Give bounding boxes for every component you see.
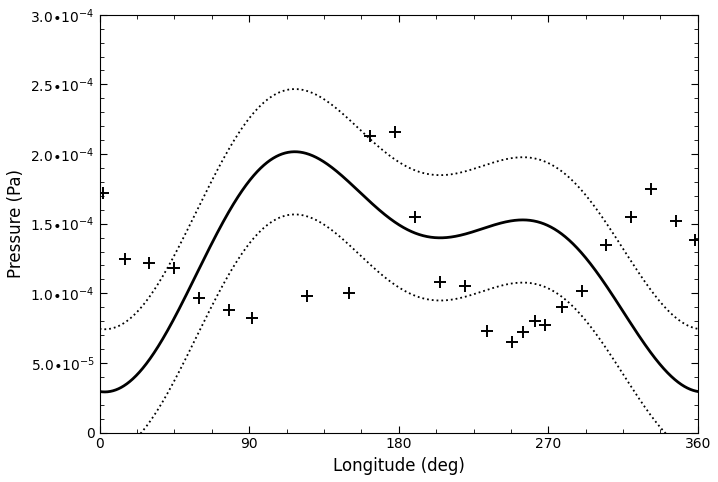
X-axis label: Longitude (deg): Longitude (deg) xyxy=(333,457,465,475)
Y-axis label: Pressure (Pa): Pressure (Pa) xyxy=(7,169,25,278)
